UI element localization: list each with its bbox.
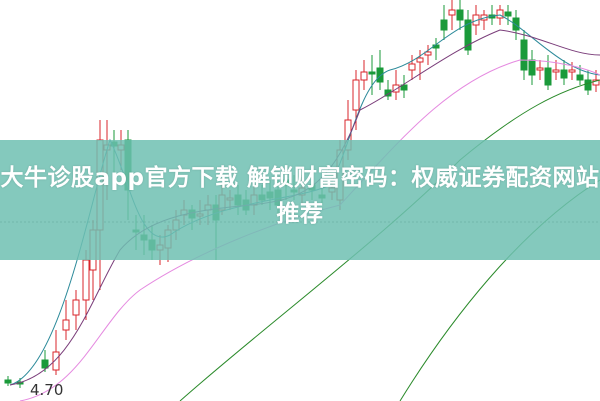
candle-up <box>496 9 504 19</box>
candle-up <box>52 351 60 371</box>
candle-up <box>592 79 600 86</box>
candle-up <box>82 259 90 301</box>
candle-down <box>528 59 536 76</box>
price-low-label: 4.70 <box>30 381 64 399</box>
candle-up <box>408 63 416 71</box>
candle-down <box>368 71 376 75</box>
candle-down <box>464 19 472 51</box>
candle-down <box>456 9 464 21</box>
candle-up <box>360 71 368 81</box>
candle-down <box>376 67 384 83</box>
candle-up <box>72 299 80 316</box>
candle-down <box>544 67 552 86</box>
candle-up <box>552 69 560 73</box>
candle-up <box>448 9 456 16</box>
candle-down <box>520 39 528 71</box>
candle-down <box>584 79 592 91</box>
candle-down <box>4 379 12 384</box>
candle-up <box>352 79 360 111</box>
candle-down <box>512 17 520 31</box>
title-banner <box>0 140 600 260</box>
candle-down <box>560 69 568 79</box>
candle-down <box>440 19 448 31</box>
candle-up <box>392 84 400 93</box>
article-title: 大牛诊股app官方下载 解锁财富密码：权威证券配资网站推荐 <box>0 165 600 227</box>
candle-up <box>416 57 424 63</box>
candle-down <box>41 359 49 369</box>
candle-up <box>424 51 432 56</box>
candle-up <box>568 69 576 73</box>
candle-up <box>536 67 544 71</box>
candle-down <box>576 74 584 81</box>
candle-up <box>62 319 70 331</box>
candle-down <box>400 84 408 91</box>
candle-down <box>384 89 392 97</box>
candle-down <box>504 11 512 17</box>
